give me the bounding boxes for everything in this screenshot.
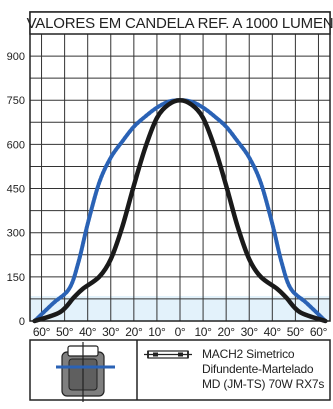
- y-tick-label: 300: [7, 228, 25, 240]
- lamp-diffuser: Difundente-Martelado: [202, 362, 314, 376]
- info-panel: [29, 339, 331, 401]
- x-tick-label: 60°: [33, 325, 51, 339]
- series-2-curve: [32, 97, 328, 324]
- y-axis-tick-labels: 900 750 600 450 300 150 0: [7, 51, 25, 328]
- title-band: [29, 11, 331, 35]
- luminaire-icon: [56, 342, 115, 402]
- x-tick-label: 30°: [102, 325, 120, 339]
- lamp-model: MACH2 Simetrico: [202, 347, 295, 361]
- series-layer: [32, 97, 328, 324]
- grid: [30, 34, 330, 321]
- x-tick-label: 20°: [218, 325, 236, 339]
- y-tick-label: 450: [7, 184, 25, 196]
- x-tick-label: 10°: [148, 325, 166, 339]
- x-tick-label: 50°: [287, 325, 305, 339]
- lamp-spec: MD (JM-TS) 70W RX7s: [202, 377, 324, 391]
- y-tick-label: 150: [7, 272, 25, 284]
- x-tick-label: 50°: [56, 325, 74, 339]
- x-axis-tick-labels: 60° 50° 40° 30° 20° 10° 0° 10° 20° 30° 40° 50° 60°: [33, 325, 328, 339]
- chart-title: VALORES EM CANDELA REF. A 1000 LUMEN: [27, 15, 333, 32]
- x-tick-label: 60°: [310, 325, 328, 339]
- y-tick-label: 900: [7, 51, 25, 63]
- y-tick-label: 750: [7, 95, 25, 107]
- y-tick-label: 0: [19, 316, 25, 328]
- x-tick-label: 40°: [264, 325, 282, 339]
- x-tick-label: 10°: [194, 325, 212, 339]
- x-tick-label: 40°: [79, 325, 97, 339]
- x-tick-label: 30°: [241, 325, 259, 339]
- x-tick-label: 20°: [125, 325, 143, 339]
- lamp-tube-icon: [144, 350, 192, 359]
- y-tick-label: 600: [7, 139, 25, 151]
- x-tick-label: 0°: [175, 325, 186, 339]
